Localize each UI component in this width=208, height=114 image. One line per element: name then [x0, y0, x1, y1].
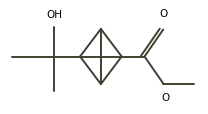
Text: O: O	[160, 9, 168, 19]
Text: OH: OH	[46, 9, 62, 19]
Text: O: O	[162, 92, 170, 102]
